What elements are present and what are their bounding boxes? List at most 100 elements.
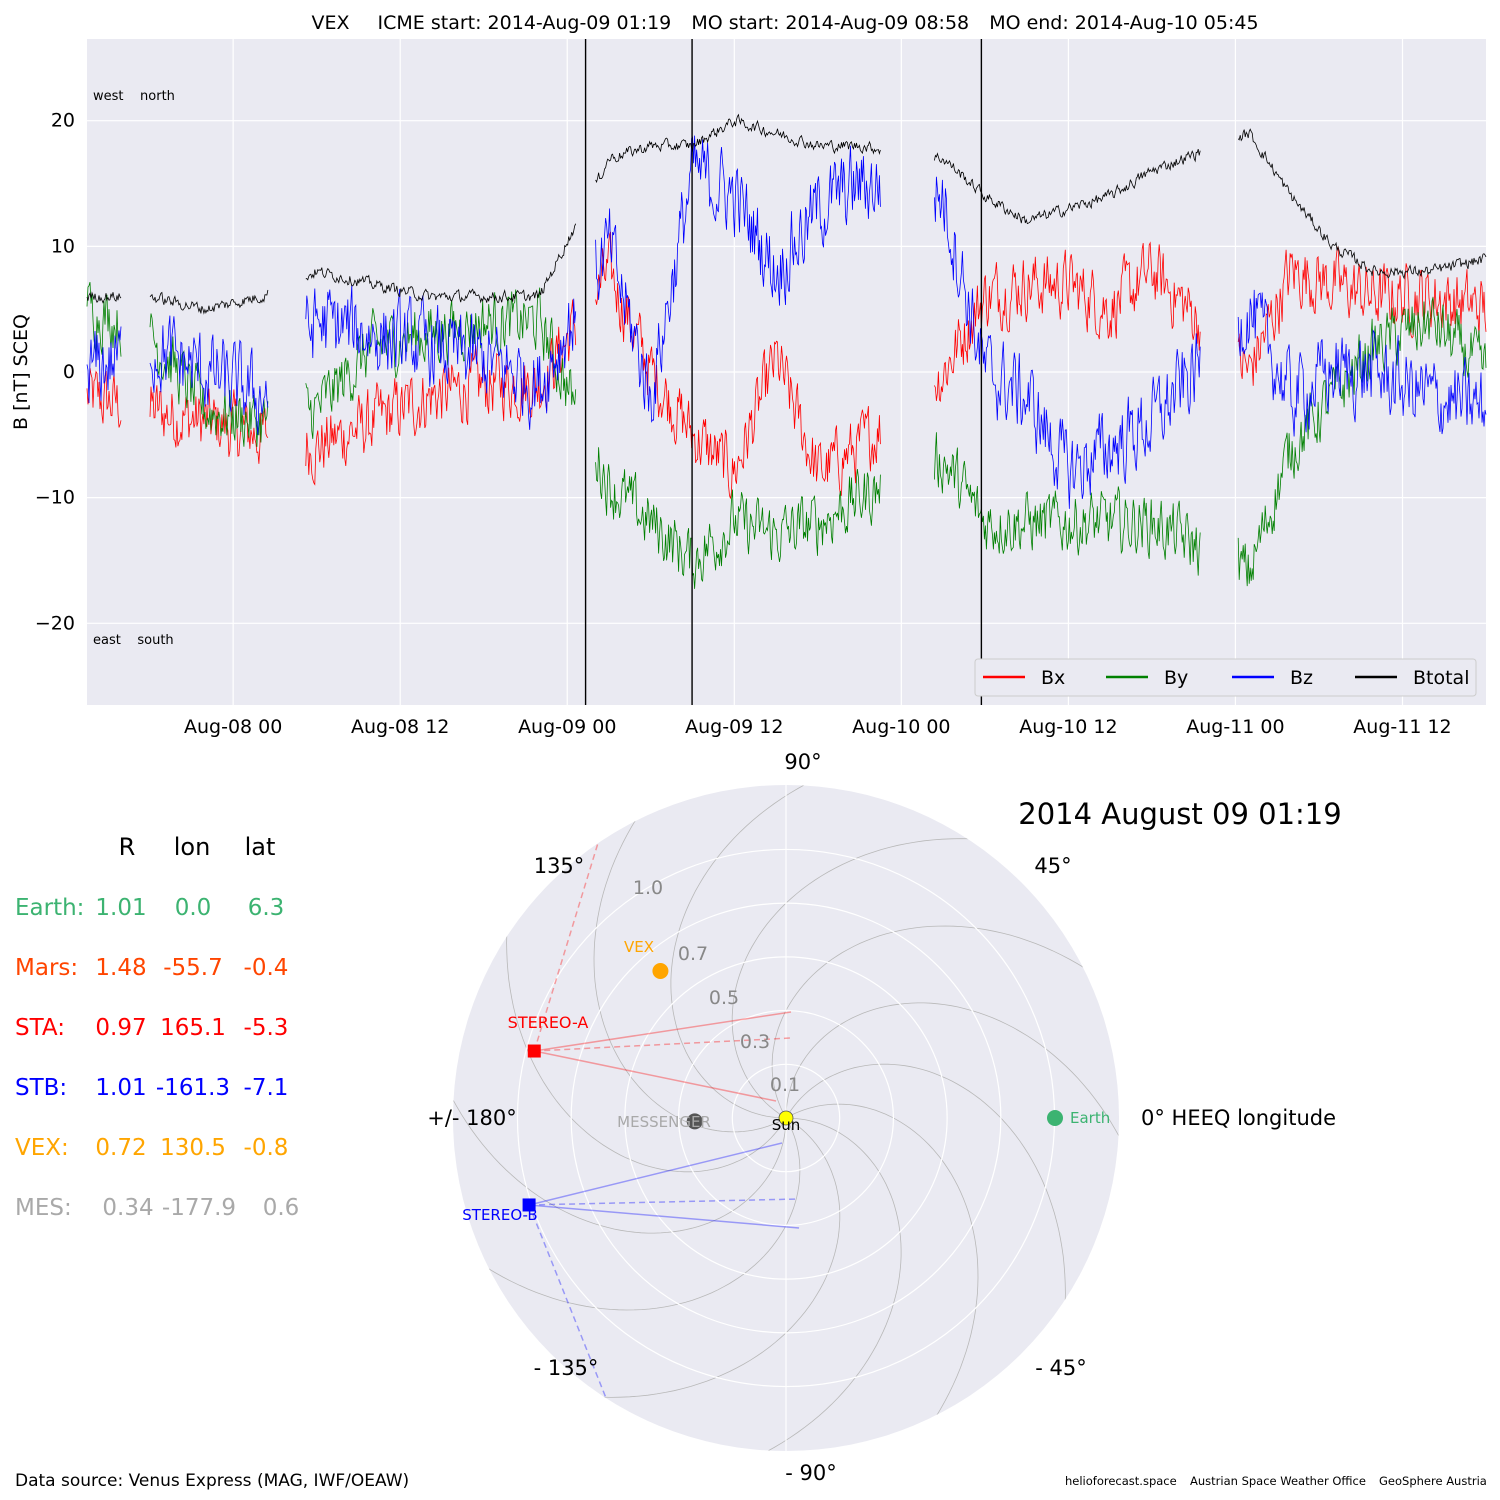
- stereo-a-field-line: [533, 842, 599, 1052]
- table-row: STA: 0.97 165.1 -5.3: [15, 1015, 288, 1041]
- spiral-line: [785, 1103, 979, 1451]
- corner-label-bottom: east south: [93, 633, 174, 648]
- x-tick-label: Aug-10 00: [852, 716, 950, 738]
- position-table: R lon lat Earth: 1.01 0.0 6.3 Mars: 1.48 -55.7…: [15, 833, 299, 1221]
- spiral-line: [453, 1117, 801, 1311]
- polar-title: 2014 August 09 01:19: [1018, 797, 1341, 831]
- radial-tick-label: 0.5: [709, 987, 739, 1009]
- stereo-b-marker: [522, 1198, 536, 1212]
- series-line-btotal: [86, 113, 1487, 315]
- stereo-b-label: STEREO-B: [462, 1206, 537, 1224]
- spiral-line: [785, 1063, 1066, 1432]
- x-tick-label: Aug-10 12: [1019, 716, 1117, 738]
- x-tick-labels: Aug-08 00 Aug-08 12 Aug-09 00 Aug-09 12 Aug-…: [184, 716, 1452, 738]
- table-cell-label: Earth:: [15, 895, 84, 921]
- table-row: MES: 0.34 -177.9 0.6: [15, 1195, 299, 1221]
- table-cell-lon: -177.9: [162, 1195, 236, 1221]
- angle-label-minus-90: - 90°: [785, 1461, 836, 1485]
- table-row: VEX: 0.72 130.5 -0.8: [15, 1135, 288, 1161]
- legend: Bx By Bz Btotal: [974, 658, 1477, 697]
- table-cell-lon: 130.5: [160, 1135, 226, 1161]
- sun-marker: [778, 1110, 794, 1126]
- table-cell-lon: 165.1: [160, 1015, 226, 1041]
- x-tick-label: Aug-08 12: [351, 716, 449, 738]
- table-cell-lat: -5.3: [244, 1015, 289, 1041]
- y-tick-label: −10: [35, 487, 75, 509]
- table-cell-r: 1.48: [95, 955, 146, 981]
- table-header-lon: lon: [174, 833, 211, 861]
- timeseries-panel: VEX ICME start: 2014-Aug-09 01:19 MO sta…: [10, 12, 1487, 738]
- credit-geosphere: GeoSphere Austria: [1379, 1474, 1487, 1488]
- stereo-b-field-line: [528, 1204, 607, 1399]
- legend-label-bz: Bz: [1290, 667, 1313, 689]
- stereo-a-field-line: [534, 1011, 792, 1052]
- y-tick-label: −20: [35, 612, 75, 634]
- legend-label-bx: Bx: [1041, 667, 1065, 689]
- spiral-line: [593, 785, 787, 1133]
- radial-tick-label: 0.1: [770, 1074, 800, 1096]
- radial-tick-label: 1.0: [633, 877, 663, 899]
- table-cell-r: 1.01: [95, 895, 146, 921]
- timeseries-lines: [86, 113, 1487, 589]
- table-cell-lat: 6.3: [248, 895, 285, 921]
- angle-label-90: 90°: [784, 750, 821, 774]
- angle-label-45: 45°: [1034, 854, 1071, 878]
- table-cell-label: STA:: [15, 1015, 65, 1041]
- table-cell-r: 0.72: [95, 1135, 146, 1161]
- stereo-b-field-line: [528, 1142, 783, 1206]
- angle-label-0: 0° HEEQ longitude: [1141, 1106, 1336, 1130]
- spiral-line: [731, 838, 1100, 1119]
- table-cell-label: STB:: [15, 1075, 67, 1101]
- event-markers: [584, 39, 983, 705]
- data-source-note: Data source: Venus Express (MAG, IWF/OEA…: [15, 1471, 409, 1491]
- sun-label: Sun: [772, 1116, 801, 1134]
- x-tick-label: Aug-09 12: [685, 716, 783, 738]
- figure-title: VEX ICME start: 2014-Aug-09 01:19 MO sta…: [311, 12, 1258, 34]
- stereo-a-marker: [527, 1044, 541, 1058]
- x-tick-label: Aug-08 00: [184, 716, 282, 738]
- table-cell-lon: -161.3: [156, 1075, 230, 1101]
- series-line-bz: [86, 135, 1487, 509]
- table-header-lat: lat: [245, 833, 276, 861]
- table-cell-label: VEX:: [15, 1135, 69, 1161]
- table-cell-lon: 0.0: [175, 895, 212, 921]
- polar-panel: 0.10.30.50.7 1.0 Sun Earth VEX MESSENGER STER…: [427, 750, 1341, 1485]
- table-cell-lat: -7.1: [244, 1075, 289, 1101]
- table-row: Earth: 1.01 0.0 6.3: [15, 895, 284, 921]
- stereo-a-label: STEREO-A: [508, 1013, 589, 1032]
- timeseries-grid: [87, 39, 1486, 705]
- credit-asweo: Austrian Space Weather Office: [1190, 1474, 1366, 1488]
- stereo-b-field-line: [529, 1198, 800, 1206]
- spacecraft-field-lines: [528, 842, 800, 1399]
- table-rows: Earth: 1.01 0.0 6.3 Mars: 1.48 -55.7 -0.4 STA: 0.…: [15, 895, 299, 1221]
- spiral-line: [506, 804, 787, 1173]
- stereo-a-field-line: [534, 1050, 777, 1102]
- table-cell-r: 1.01: [95, 1075, 146, 1101]
- y-tick-labels: 20 10 0 −10 −20: [35, 110, 75, 635]
- angle-label-minus-135: - 135°: [534, 1356, 599, 1380]
- spiral-line: [771, 925, 1119, 1119]
- radial-tick-labels: 0.10.30.50.7 1.0: [633, 877, 800, 1096]
- corner-label-top: west north: [93, 89, 175, 104]
- messenger-marker: [686, 1113, 703, 1130]
- table-cell-lon: -55.7: [163, 955, 223, 981]
- y-tick-label: 0: [63, 361, 75, 383]
- legend-label-by: By: [1164, 667, 1188, 689]
- table-cell-lat: -0.8: [244, 1135, 289, 1161]
- angle-label-180: +/- 180°: [427, 1106, 517, 1130]
- table-header-r: R: [119, 833, 136, 861]
- x-tick-label: Aug-11 12: [1353, 716, 1451, 738]
- table-cell-label: Mars:: [15, 955, 78, 981]
- y-tick-label: 20: [51, 110, 75, 132]
- y-axis-label: B [nT] SCEQ: [10, 314, 32, 430]
- legend-box: [974, 658, 1477, 697]
- earth-marker: [1047, 1110, 1063, 1126]
- angle-label-135: 135°: [534, 854, 585, 878]
- stereo-b-field-line: [529, 1204, 800, 1229]
- radial-tick-label: 0.7: [678, 943, 708, 965]
- table-cell-label: MES:: [15, 1195, 72, 1221]
- table-cell-r: 0.97: [95, 1015, 146, 1041]
- table-cell-lat: 0.6: [263, 1195, 300, 1221]
- table-cell-lat: -0.4: [244, 955, 289, 981]
